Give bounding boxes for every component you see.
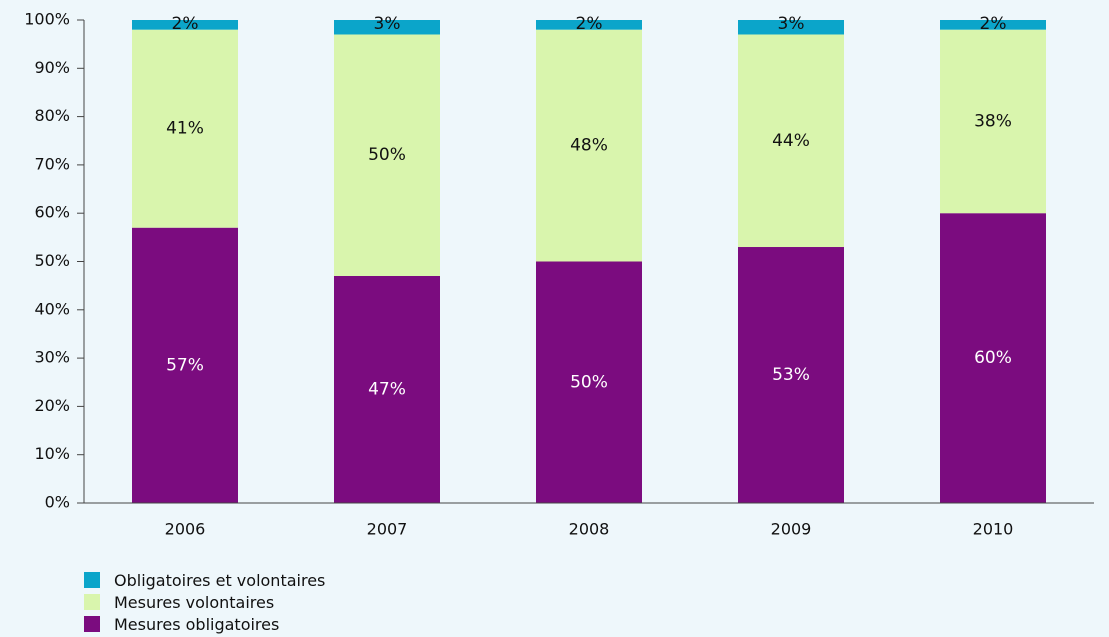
bar-segment (940, 213, 1046, 503)
data-label: 60% (974, 348, 1012, 368)
bar-segment (334, 275, 440, 503)
bar-segment (536, 261, 642, 503)
legend-swatch (84, 594, 100, 610)
y-axis-tick-label: 50% (34, 251, 70, 270)
data-label: 50% (570, 372, 608, 392)
x-axis-tick-label: 2010 (973, 520, 1014, 539)
y-axis-tick-label: 90% (34, 58, 70, 77)
data-label: 38% (974, 111, 1012, 131)
data-label: 57% (166, 355, 204, 375)
data-label: 2% (980, 14, 1007, 34)
y-axis-tick-label: 60% (34, 203, 70, 222)
y-axis-tick-label: 0% (45, 493, 70, 512)
x-axis-tick-label: 2009 (771, 520, 812, 539)
bar-segment (940, 20, 1046, 30)
legend-swatch (84, 572, 100, 588)
bar-segment (132, 227, 238, 503)
y-axis-tick-label: 20% (34, 396, 70, 415)
data-label: 3% (778, 14, 805, 34)
data-label: 2% (576, 14, 603, 34)
legend-item: Mesures obligatoires (84, 613, 325, 635)
y-axis-tick-label: 100% (24, 10, 70, 29)
data-label: 47% (368, 379, 406, 399)
legend-label: Mesures obligatoires (114, 614, 280, 634)
x-axis-tick-label: 2007 (367, 520, 408, 539)
legend-label: Mesures volontaires (114, 592, 275, 612)
data-label: 48% (570, 136, 608, 156)
data-label: 2% (172, 14, 199, 34)
legend-item: Mesures volontaires (84, 591, 325, 613)
data-label: 50% (368, 145, 406, 165)
bar-segment (738, 34, 844, 248)
stacked-bar-chart: 0% 10% 20% 30% 40% 50% 60% 70% 80% 90% 100% 57% 41% 2… (24, 10, 1094, 539)
x-axis-tick-label: 2006 (165, 520, 206, 539)
bar-segment (738, 247, 844, 503)
bar-segment (132, 20, 238, 30)
y-axis-tick-label: 30% (34, 348, 70, 367)
legend: Obligatoires et volontaires Mesures volon… (84, 569, 325, 635)
legend-swatch (84, 616, 100, 632)
bar-segment (536, 20, 642, 30)
data-label: 41% (166, 119, 204, 139)
bar-segment (132, 29, 238, 228)
bar-segment (334, 34, 440, 276)
data-label: 3% (374, 14, 401, 34)
x-axis-tick-label: 2008 (569, 520, 610, 539)
bar-segment (738, 20, 844, 35)
legend-label: Obligatoires et volontaires (114, 570, 326, 590)
data-label: 44% (772, 131, 810, 151)
legend-item: Obligatoires et volontaires (84, 569, 325, 591)
data-label: 53% (772, 365, 810, 385)
y-axis-tick-label: 40% (34, 299, 70, 318)
y-axis-tick-label: 70% (34, 154, 70, 173)
y-axis-tick-label: 80% (34, 106, 70, 125)
bar-segment (940, 29, 1046, 214)
y-axis-tick-label: 10% (34, 444, 70, 463)
bar-segment (536, 29, 642, 262)
bar-segment (334, 20, 440, 35)
